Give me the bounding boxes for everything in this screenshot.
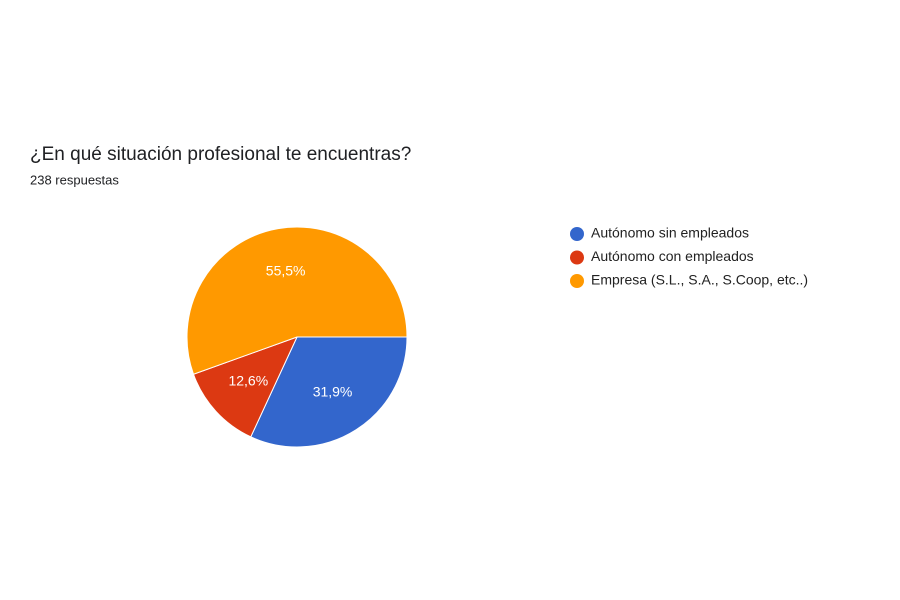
- slice-label: 31,9%: [313, 383, 353, 399]
- chart-title: ¿En qué situación profesional te encuent…: [30, 144, 411, 165]
- slice-label: 12,6%: [228, 372, 268, 388]
- legend-label: Autónomo sin empleados: [591, 225, 749, 241]
- pie-slice: [192, 336, 298, 438]
- slice-label: 55,5%: [266, 263, 306, 279]
- legend-marker: [570, 227, 584, 241]
- legend-marker: [570, 274, 584, 288]
- chart-subtitle: 238 respuestas: [30, 172, 119, 187]
- legend-label: Empresa (S.L., S.A., S.Coop, etc..): [591, 272, 808, 288]
- pie-slice: [250, 336, 408, 448]
- legend-label: Autónomo con empleados: [591, 248, 754, 264]
- pie-slice: [186, 226, 408, 375]
- legend-marker: [570, 250, 584, 265]
